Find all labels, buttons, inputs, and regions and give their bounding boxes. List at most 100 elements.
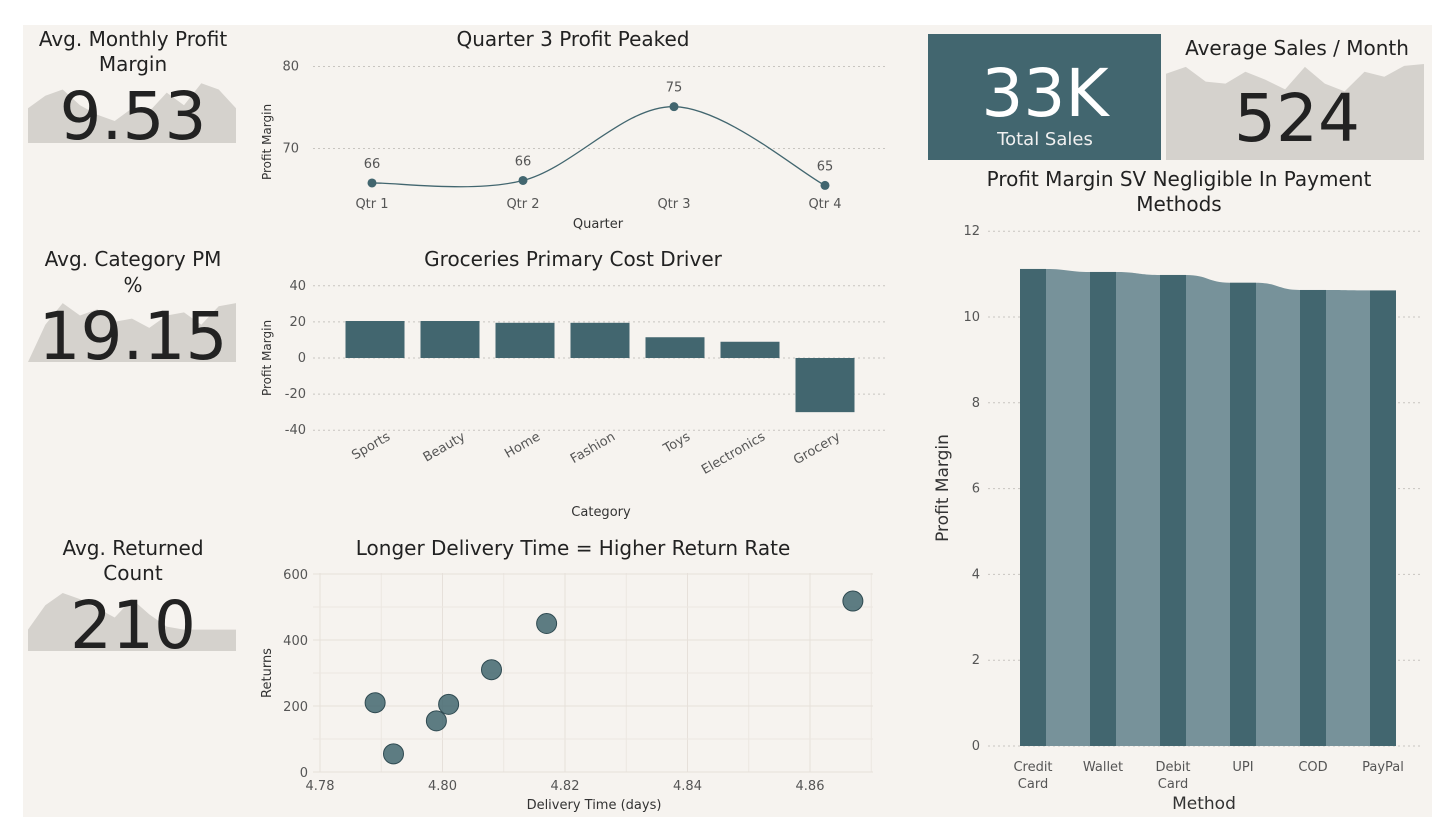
quarter-data-label: 75 [666,81,683,96]
category-pm-title-line1: Avg. Category PM [45,247,222,271]
payment-ytick-label: 2 [972,653,980,668]
scatter-point [481,659,502,681]
quarter-chart-xlabel: Quarter [573,217,624,232]
payment-chart-title-line1: Profit Margin SV Negligible In Payment [987,167,1372,191]
payment-chart-title-line2: Methods [1136,192,1221,216]
payment-connector-area [1046,269,1090,746]
scatter-point [425,710,447,732]
payment-connector-area [1186,275,1230,746]
payment-connector-area [1256,282,1300,746]
monthly-pm-title-line1: Avg. Monthly Profit [39,27,228,51]
scatter-chart-title: Longer Delivery Time = Higher Return Rat… [356,536,791,560]
kpi-category-pm: Avg. Category PM % 19.15 [28,247,236,375]
payment-xtick-label: Credit [1013,760,1052,775]
category-xtick-label: Electronics [699,429,768,478]
category-chart-xlabel: Category [571,505,631,520]
payment-connector-area [1326,290,1370,746]
category-bar [645,337,705,358]
scatter-ytick-label: 400 [283,634,308,649]
category-pm-title-line2: % [123,273,142,297]
quarter-point [518,175,528,185]
category-bar [495,322,555,358]
payment-ytick-label: 12 [963,224,980,239]
returned-sparkline [28,593,236,651]
scatter-xtick-label: 4.82 [551,779,580,794]
category-bar [795,358,855,413]
payment-ytick-label: 4 [972,567,980,582]
scatter-ytick-label: 600 [283,568,308,583]
scatter-xtick-label: 4.80 [428,779,457,794]
payment-bar [1370,290,1396,746]
returned-title-line2: Count [103,561,163,585]
monthly-pm-title-line2: Margin [99,52,167,76]
category-xtick-label: Sports [349,429,393,463]
scatter-ytick-label: 0 [300,766,308,781]
quarter-point [820,180,830,190]
quarter-ytick-label: 80 [282,60,299,75]
scatter-xtick-label: 4.84 [673,779,702,794]
payment-xtick-label: UPI [1232,760,1253,775]
dashboard: Avg. Monthly Profit Margin 9.53 Avg. Cat… [23,25,1432,817]
kpi-returned-count: Avg. Returned Count 210 [28,536,236,664]
total-sales-box [928,34,1161,160]
payment-xtick-label: PayPal [1362,760,1404,775]
quarter-xtick-label: Qtr 4 [808,197,841,212]
payment-connector-area [1116,272,1160,746]
scatter-point [383,743,404,765]
scatter-point [364,692,386,714]
category-xtick-label: Fashion [568,429,618,467]
category-bar [720,341,780,358]
scatter-xtick-label: 4.78 [306,779,335,794]
avg-sales-sparkline [1166,64,1424,160]
quarter-chart-ylabel: Profit Margin [260,104,274,180]
kpi-total-sales: 33K Total Sales [928,34,1161,160]
category-xtick-label: Home [502,429,543,461]
scatter-chart-ylabel: Returns [260,648,275,698]
payment-xtick-label: Wallet [1083,760,1123,775]
quarter-data-label: 65 [817,159,834,174]
payment-margin-chart: Profit Margin SV Negligible In Payment M… [933,167,1423,814]
payment-chart-ylabel: Profit Margin [933,434,953,542]
returned-title-line1: Avg. Returned [62,536,203,560]
monthly-pm-sparkline [28,83,236,143]
category-bar [570,322,630,358]
quarter-data-label: 66 [515,154,532,169]
scatter-point [536,613,558,634]
avg-sales-value: 524 [1234,80,1360,157]
category-ytick-label: 20 [289,315,306,330]
payment-ytick-label: 0 [972,739,980,754]
payment-ytick-label: 6 [972,482,980,497]
quarter-xtick-label: Qtr 3 [657,197,690,212]
payment-bar [1090,271,1116,746]
avg-sales-title: Average Sales / Month [1185,36,1409,60]
returned-value: 210 [70,587,196,664]
delivery-returns-chart: Longer Delivery Time = Higher Return Rat… [260,536,873,813]
payment-ytick-label: 10 [963,310,980,325]
category-pm-sparkline [28,303,236,362]
payment-bar [1230,282,1256,746]
category-profit-chart: Groceries Primary Cost Driver Category P… [260,247,885,520]
quarter-chart-title: Quarter 3 Profit Peaked [456,27,689,51]
category-ytick-label: -40 [285,423,306,438]
dashboard-canvas: Avg. Monthly Profit Margin 9.53 Avg. Cat… [28,27,1424,814]
payment-xtick-label: Card [1018,777,1048,792]
category-bar [345,320,405,358]
category-chart-ylabel: Profit Margin [260,320,274,396]
quarter-ytick-label: 70 [282,142,299,157]
category-xtick-label: Beauty [421,429,469,465]
category-xtick-label: Grocery [791,429,843,468]
payment-bar [1160,274,1186,746]
scatter-ytick-label: 200 [283,700,308,715]
payment-xtick-label: Debit [1156,760,1191,775]
category-ytick-label: 40 [289,279,306,294]
category-ytick-label: -20 [285,387,306,402]
quarter-profit-chart: Quarter 3 Profit Peaked Quarter Profit M… [260,27,885,232]
category-bar [420,320,480,358]
quarter-point [669,102,679,112]
total-sales-value: 33K [981,55,1110,132]
payment-xtick-label: Card [1158,777,1188,792]
category-chart-title: Groceries Primary Cost Driver [424,247,722,271]
category-ytick-label: 0 [298,351,306,366]
quarter-xtick-label: Qtr 1 [355,197,388,212]
scatter-point [438,693,460,715]
